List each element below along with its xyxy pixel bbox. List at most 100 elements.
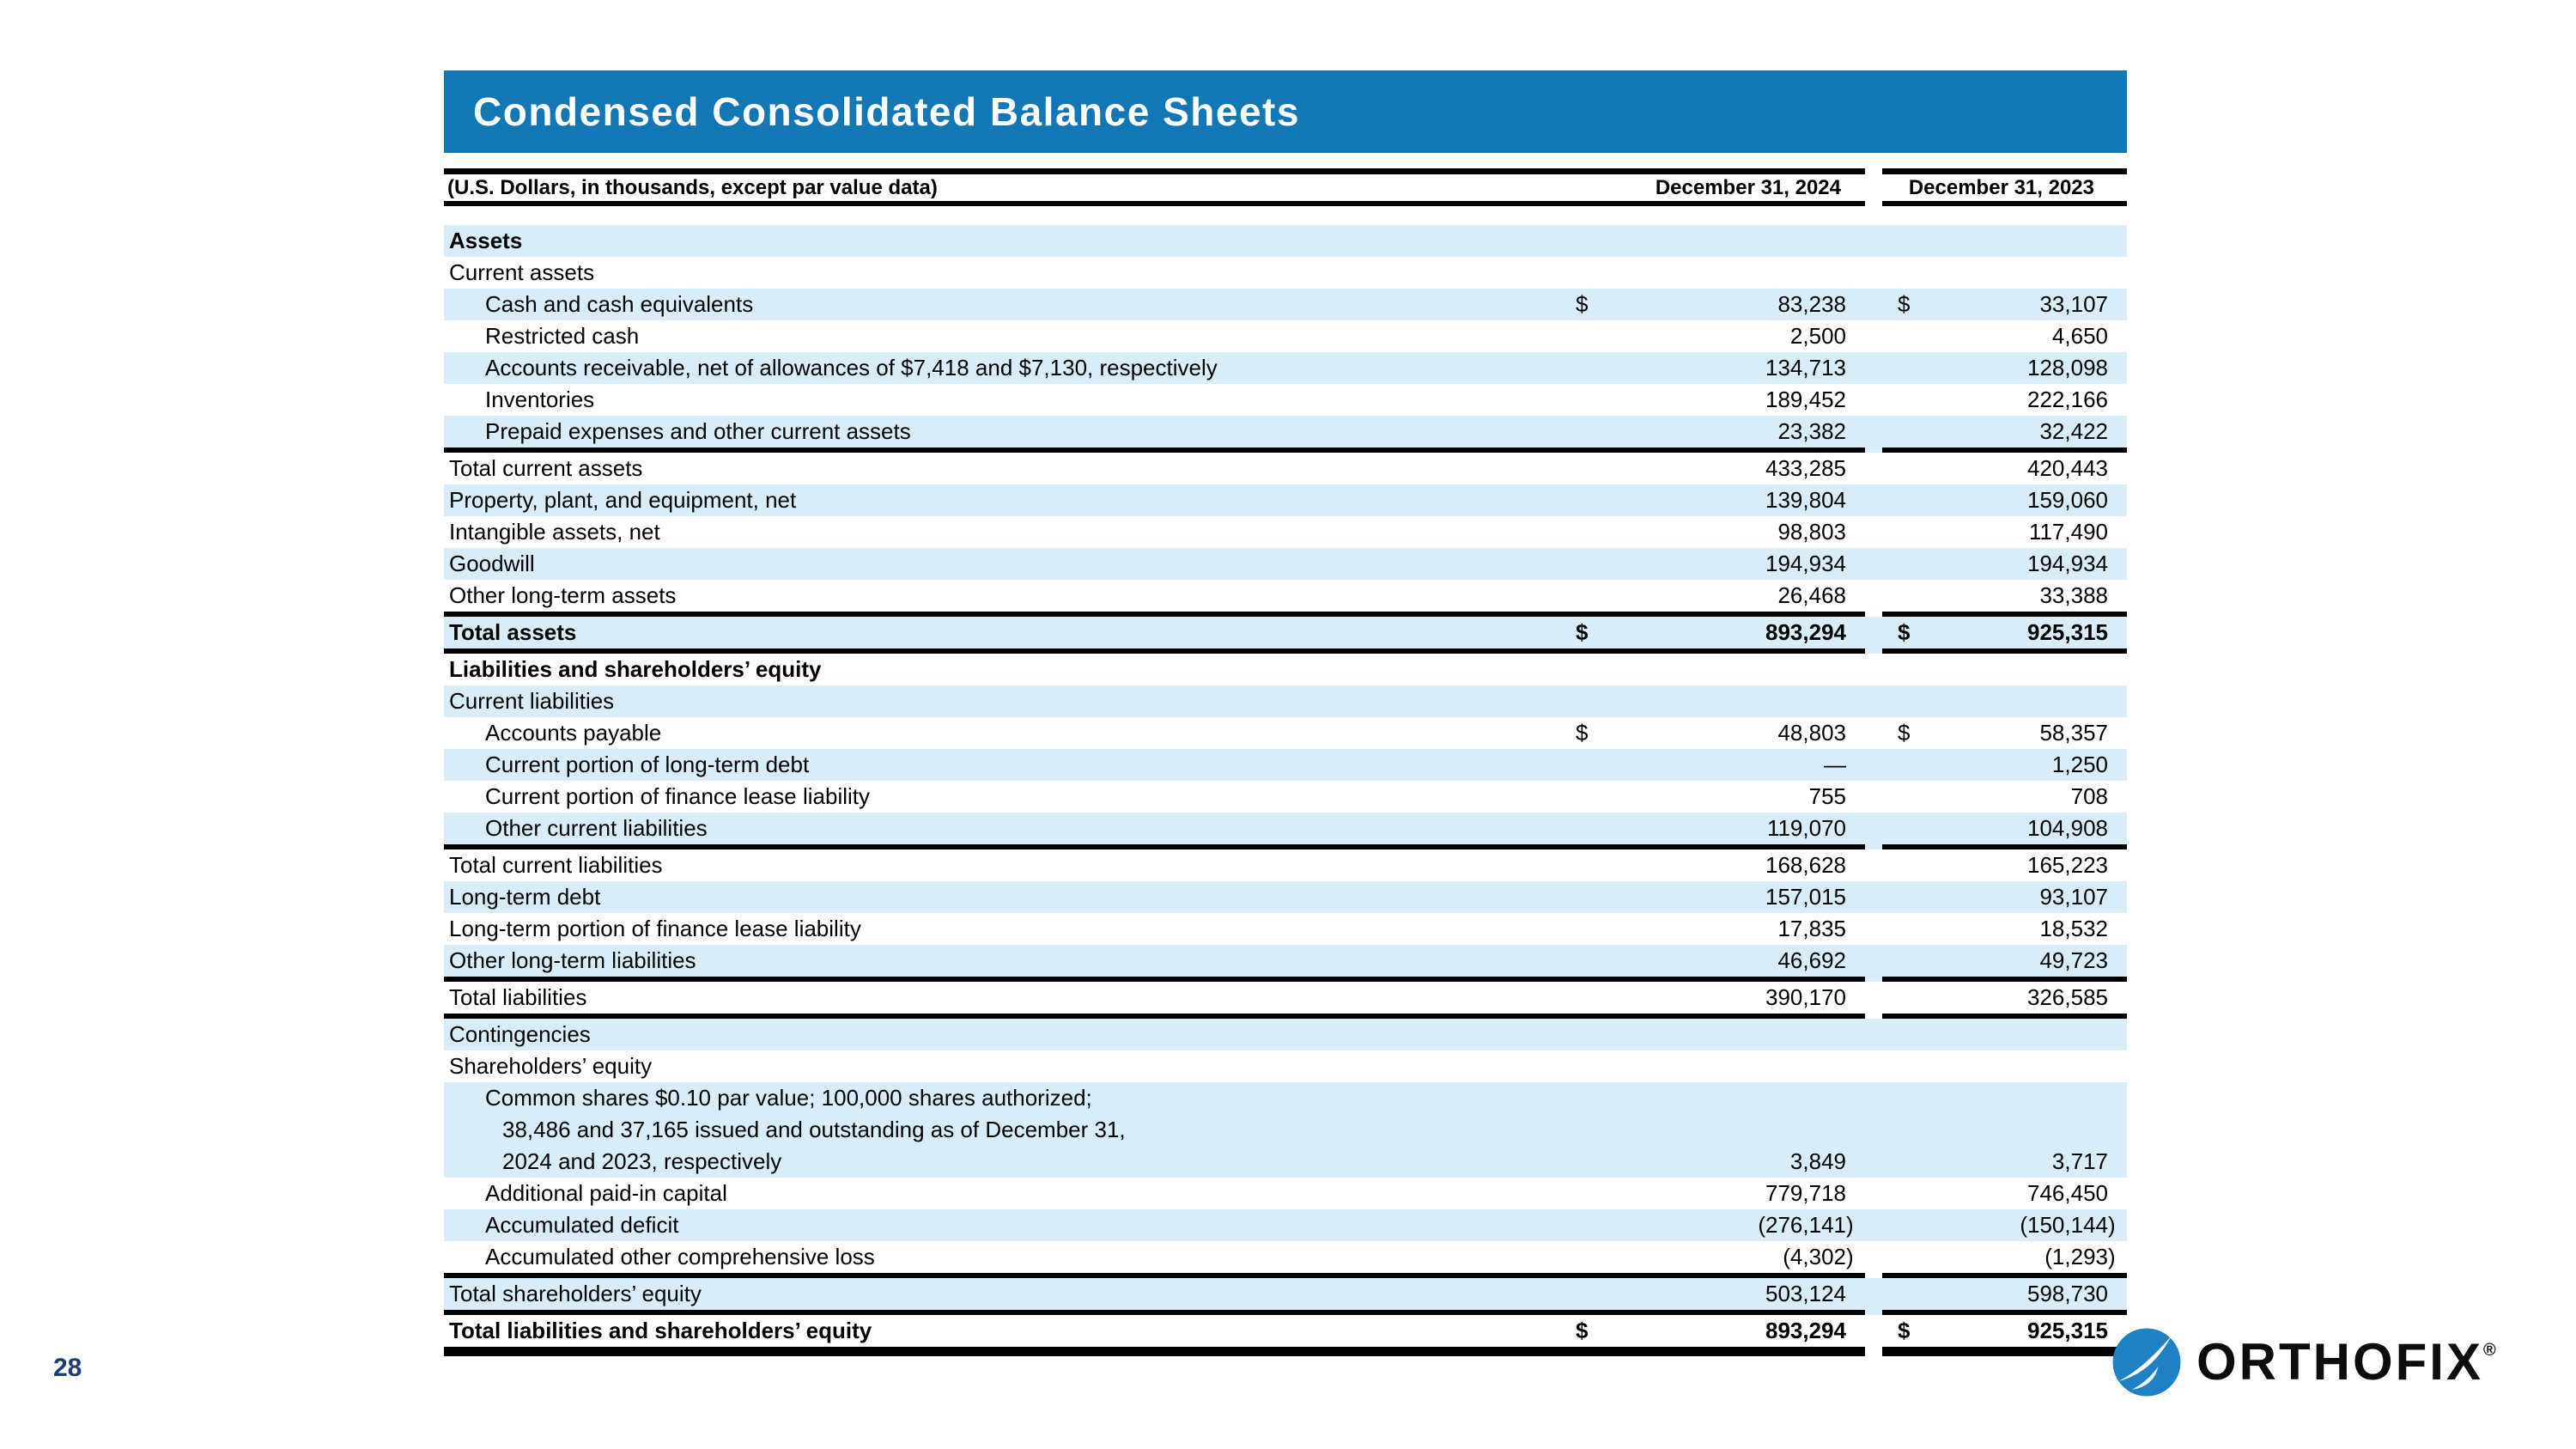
column-gap — [1865, 781, 1882, 813]
row-label: Current portion of long-term debt — [444, 749, 1576, 781]
column-gap — [1865, 1019, 1882, 1050]
table-row: Total liabilities 390,170 326,585 — [444, 982, 2127, 1019]
row-group-right: $925,315 — [1882, 1315, 2127, 1356]
value-2024: 17,835 — [1777, 916, 1846, 941]
value-2024: 2,500 — [1789, 323, 1846, 349]
row-label: Liabilities and shareholders’ equity — [444, 654, 1576, 685]
value-2023: 58,357 — [2039, 720, 2108, 746]
value-2024: 139,804 — [1765, 487, 1846, 513]
column-gap — [1865, 352, 1882, 384]
table-row: Long-term portion of finance lease liabi… — [444, 913, 2127, 945]
value-2023: 32,422 — [2039, 418, 2108, 444]
row-label-line: Property, plant, and equipment, net — [449, 487, 797, 513]
value-2024: 134,713 — [1765, 355, 1846, 381]
row-label-line: Liabilities and shareholders’ equity — [449, 656, 822, 682]
row-group-left: Long-term debt 157,015 — [444, 881, 1865, 913]
row-group-right: 18,532 — [1882, 913, 2127, 945]
row-label-line: Prepaid expenses and other current asset… — [485, 418, 911, 444]
row-group-left: Total current assets 433,285 — [444, 453, 1865, 484]
row-label-line: Restricted cash — [485, 323, 640, 349]
value-2023: (1,293 — [2044, 1244, 2108, 1269]
dollar-sign-2024: $ — [1576, 1318, 1589, 1343]
value-2024: 3,849 — [1789, 1148, 1846, 1174]
row-label: Total current assets — [444, 453, 1576, 484]
page-title: Condensed Consolidated Balance Sheets — [473, 89, 1300, 134]
row-group-right: 33,388 — [1882, 580, 2127, 617]
value-2024: 83,238 — [1777, 291, 1846, 317]
dollar-sign-2024: $ — [1576, 291, 1589, 317]
row-group-left: Current portion of long-term debt — — [444, 749, 1865, 781]
column-gap — [1865, 484, 1882, 516]
value-2023: 925,315 — [2027, 1318, 2108, 1343]
row-group-right: 420,443 — [1882, 453, 2127, 484]
column-gap — [1865, 320, 1882, 352]
row-group-left: Assets — [444, 225, 1865, 257]
orthofix-globe-icon — [2112, 1328, 2181, 1397]
row-label-line: Shareholders’ equity — [449, 1053, 653, 1079]
value-2023: 3,717 — [2051, 1148, 2108, 1174]
dollar-sign-2024: $ — [1576, 619, 1589, 645]
row-label: Restricted cash — [444, 320, 1576, 352]
row-label: Total current liabilities — [444, 849, 1576, 881]
row-label-line: Other current liabilities — [485, 815, 708, 841]
row-group-left: Accounts receivable, net of allowances o… — [444, 352, 1865, 384]
row-label-line: Other long-term liabilities — [449, 947, 696, 973]
table-row: Total current assets 433,285 420,443 — [444, 453, 2127, 484]
row-group-left: Total assets $893,294 — [444, 617, 1865, 654]
dollar-sign-2023: $ — [1898, 720, 1911, 746]
header-group-right: December 31, 2023 — [1882, 168, 2127, 206]
row-label-line: Accumulated other comprehensive loss — [485, 1244, 875, 1269]
table-row: Current liabilities — [444, 685, 2127, 717]
table-row: Inventories 189,452 222,166 — [444, 384, 2127, 416]
row-label: Accumulated other comprehensive loss — [444, 1241, 1576, 1273]
row-label-line: Cash and cash equivalents — [485, 291, 754, 317]
row-group-right: 708 — [1882, 781, 2127, 813]
row-label-line: Inventories — [485, 387, 595, 412]
column-gap — [1865, 849, 1882, 881]
column-gap — [1865, 685, 1882, 717]
row-group-right: 3,717 — [1882, 1082, 2127, 1178]
value-2023: 708 — [2070, 783, 2108, 809]
column-gap — [1865, 1278, 1882, 1315]
value-2024: 189,452 — [1765, 387, 1846, 412]
row-label-line: Contingencies — [449, 1021, 591, 1047]
table-row: Current portion of finance lease liabili… — [444, 781, 2127, 813]
row-group-right: 128,098 — [1882, 352, 2127, 384]
row-group-left: Other long-term liabilities 46,692 — [444, 945, 1865, 982]
row-group-right: 4,650 — [1882, 320, 2127, 352]
row-label-line: Assets — [449, 228, 523, 253]
dollar-sign-2023: $ — [1898, 619, 1911, 645]
row-label: Current portion of finance lease liabili… — [444, 781, 1576, 813]
column-gap — [1865, 257, 1882, 289]
row-label-line: Other long-term assets — [449, 582, 677, 608]
table-row: Intangible assets, net 98,803 117,490 — [444, 516, 2127, 548]
table-row: Additional paid-in capital 779,718 746,450 — [444, 1178, 2127, 1209]
row-group-left: Intangible assets, net 98,803 — [444, 516, 1865, 548]
column-gap — [1865, 1209, 1882, 1241]
table-row: Common shares $0.10 par value; 100,000 s… — [444, 1082, 2127, 1178]
table-row: Assets — [444, 225, 2127, 257]
dollar-sign-2024: $ — [1576, 720, 1589, 746]
value-2024: 893,294 — [1765, 619, 1846, 645]
row-group-left: Total liabilities 390,170 — [444, 982, 1865, 1019]
column-gap — [1865, 384, 1882, 416]
row-label-line: 38,486 and 37,165 issued and outstanding… — [502, 1117, 1126, 1142]
table-row: Prepaid expenses and other current asset… — [444, 416, 2127, 453]
column-gap — [1865, 749, 1882, 781]
table-row: Current portion of long-term debt — 1,250 — [444, 749, 2127, 781]
table-row: Other current liabilities 119,070 104,908 — [444, 813, 2127, 849]
row-label-line: Total shareholders’ equity — [449, 1281, 702, 1306]
row-group-left: Long-term portion of finance lease liabi… — [444, 913, 1865, 945]
dollar-sign-2023: $ — [1898, 291, 1911, 317]
column-gap — [1865, 453, 1882, 484]
value-2024: 157,015 — [1765, 884, 1846, 910]
row-label: Accounts receivable, net of allowances o… — [444, 352, 1576, 384]
row-label-line: 2024 and 2023, respectively — [502, 1148, 782, 1174]
row-label-line: Intangible assets, net — [449, 519, 660, 545]
table-row: Goodwill 194,934 194,934 — [444, 548, 2127, 580]
value-2023: 194,934 — [2027, 551, 2108, 576]
table-caption: (U.S. Dollars, in thousands, except par … — [447, 175, 938, 199]
table-header-row: (U.S. Dollars, in thousands, except par … — [444, 168, 2127, 206]
row-group-right: 326,585 — [1882, 982, 2127, 1019]
